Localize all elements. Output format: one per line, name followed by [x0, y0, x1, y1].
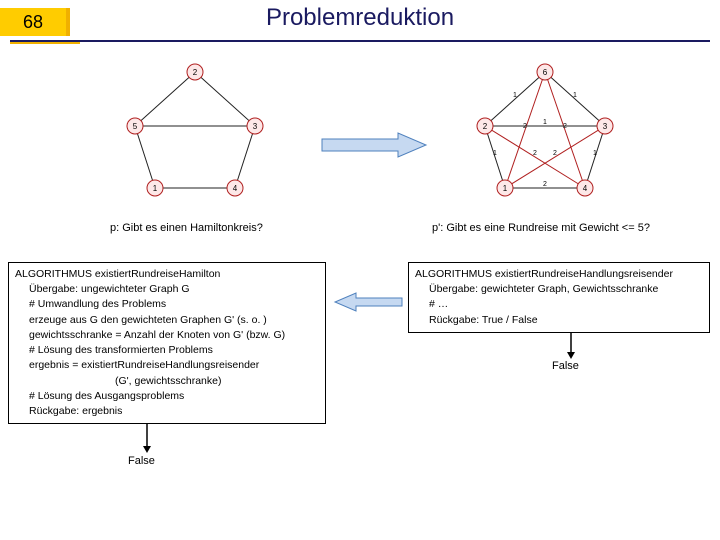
- svg-text:2: 2: [193, 68, 198, 77]
- title-rule: [10, 40, 710, 42]
- svg-text:1: 1: [503, 184, 508, 193]
- svg-text:5: 5: [133, 122, 138, 131]
- algo-left-l6: # Lösung des transformierten Problems: [15, 343, 319, 358]
- algo-right-l1: ALGORITHMUS existiertRundreiseHandlungsr…: [415, 267, 703, 282]
- false-right: False: [552, 360, 579, 372]
- algo-right-l3: # …: [415, 297, 703, 312]
- svg-text:2: 2: [483, 122, 488, 131]
- svg-text:3: 3: [603, 122, 608, 131]
- algo-left-l8: # Lösung des Ausgangsproblems: [15, 389, 319, 404]
- algo-left-l7b: (G', gewichtsschranke): [15, 374, 319, 389]
- svg-text:1: 1: [573, 92, 577, 99]
- svg-text:2: 2: [533, 150, 537, 157]
- algo-left-l1: ALGORITHMUS existiertRundreiseHamilton: [15, 267, 319, 282]
- arrow-down-right: [564, 332, 578, 360]
- svg-text:1: 1: [513, 92, 517, 99]
- svg-text:1: 1: [153, 184, 158, 193]
- algo-left-l5: gewichtsschranke = Anzahl der Knoten von…: [15, 328, 319, 343]
- svg-text:4: 4: [233, 184, 238, 193]
- slide-title: Problemreduktion: [0, 4, 720, 32]
- svg-text:4: 4: [583, 184, 588, 193]
- algo-right-l2: Übergabe: gewichteter Graph, Gewichtssch…: [415, 282, 703, 297]
- caption-left: p: Gibt es einen Hamiltonkreis?: [110, 222, 263, 234]
- svg-text:1: 1: [493, 150, 497, 157]
- caption-right: p': Gibt es eine Rundreise mit Gewicht <…: [432, 222, 650, 234]
- false-left: False: [128, 455, 155, 467]
- svg-text:2: 2: [553, 150, 557, 157]
- svg-text:3: 3: [253, 122, 258, 131]
- arrow-down-left: [140, 424, 154, 454]
- algo-left-l9: Rückgabe: ergebnis: [15, 404, 319, 419]
- algo-left-box: ALGORITHMUS existiertRundreiseHamilton Ü…: [8, 262, 326, 424]
- algo-right-l4: Rückgabe: True / False: [415, 313, 703, 328]
- algo-left-l4: erzeuge aus G den gewichteten Graphen G'…: [15, 313, 319, 328]
- right-graph: 222211111262314: [460, 58, 630, 208]
- algo-left-l7: ergebnis = existiertRundreiseHandlungsre…: [15, 358, 319, 373]
- svg-text:1: 1: [593, 150, 597, 157]
- svg-text:1: 1: [543, 119, 547, 126]
- svg-text:6: 6: [543, 68, 548, 77]
- left-graph: 2 5 3 1 4: [110, 58, 280, 208]
- algo-right-box: ALGORITHMUS existiertRundreiseHandlungsr…: [408, 262, 710, 333]
- algo-left-l3: # Umwandlung des Problems: [15, 297, 319, 312]
- transform-arrow-left: [332, 290, 404, 314]
- svg-text:2: 2: [543, 181, 547, 188]
- algo-left-l2: Übergabe: ungewichteter Graph G: [15, 282, 319, 297]
- transform-arrow-right: [320, 130, 430, 160]
